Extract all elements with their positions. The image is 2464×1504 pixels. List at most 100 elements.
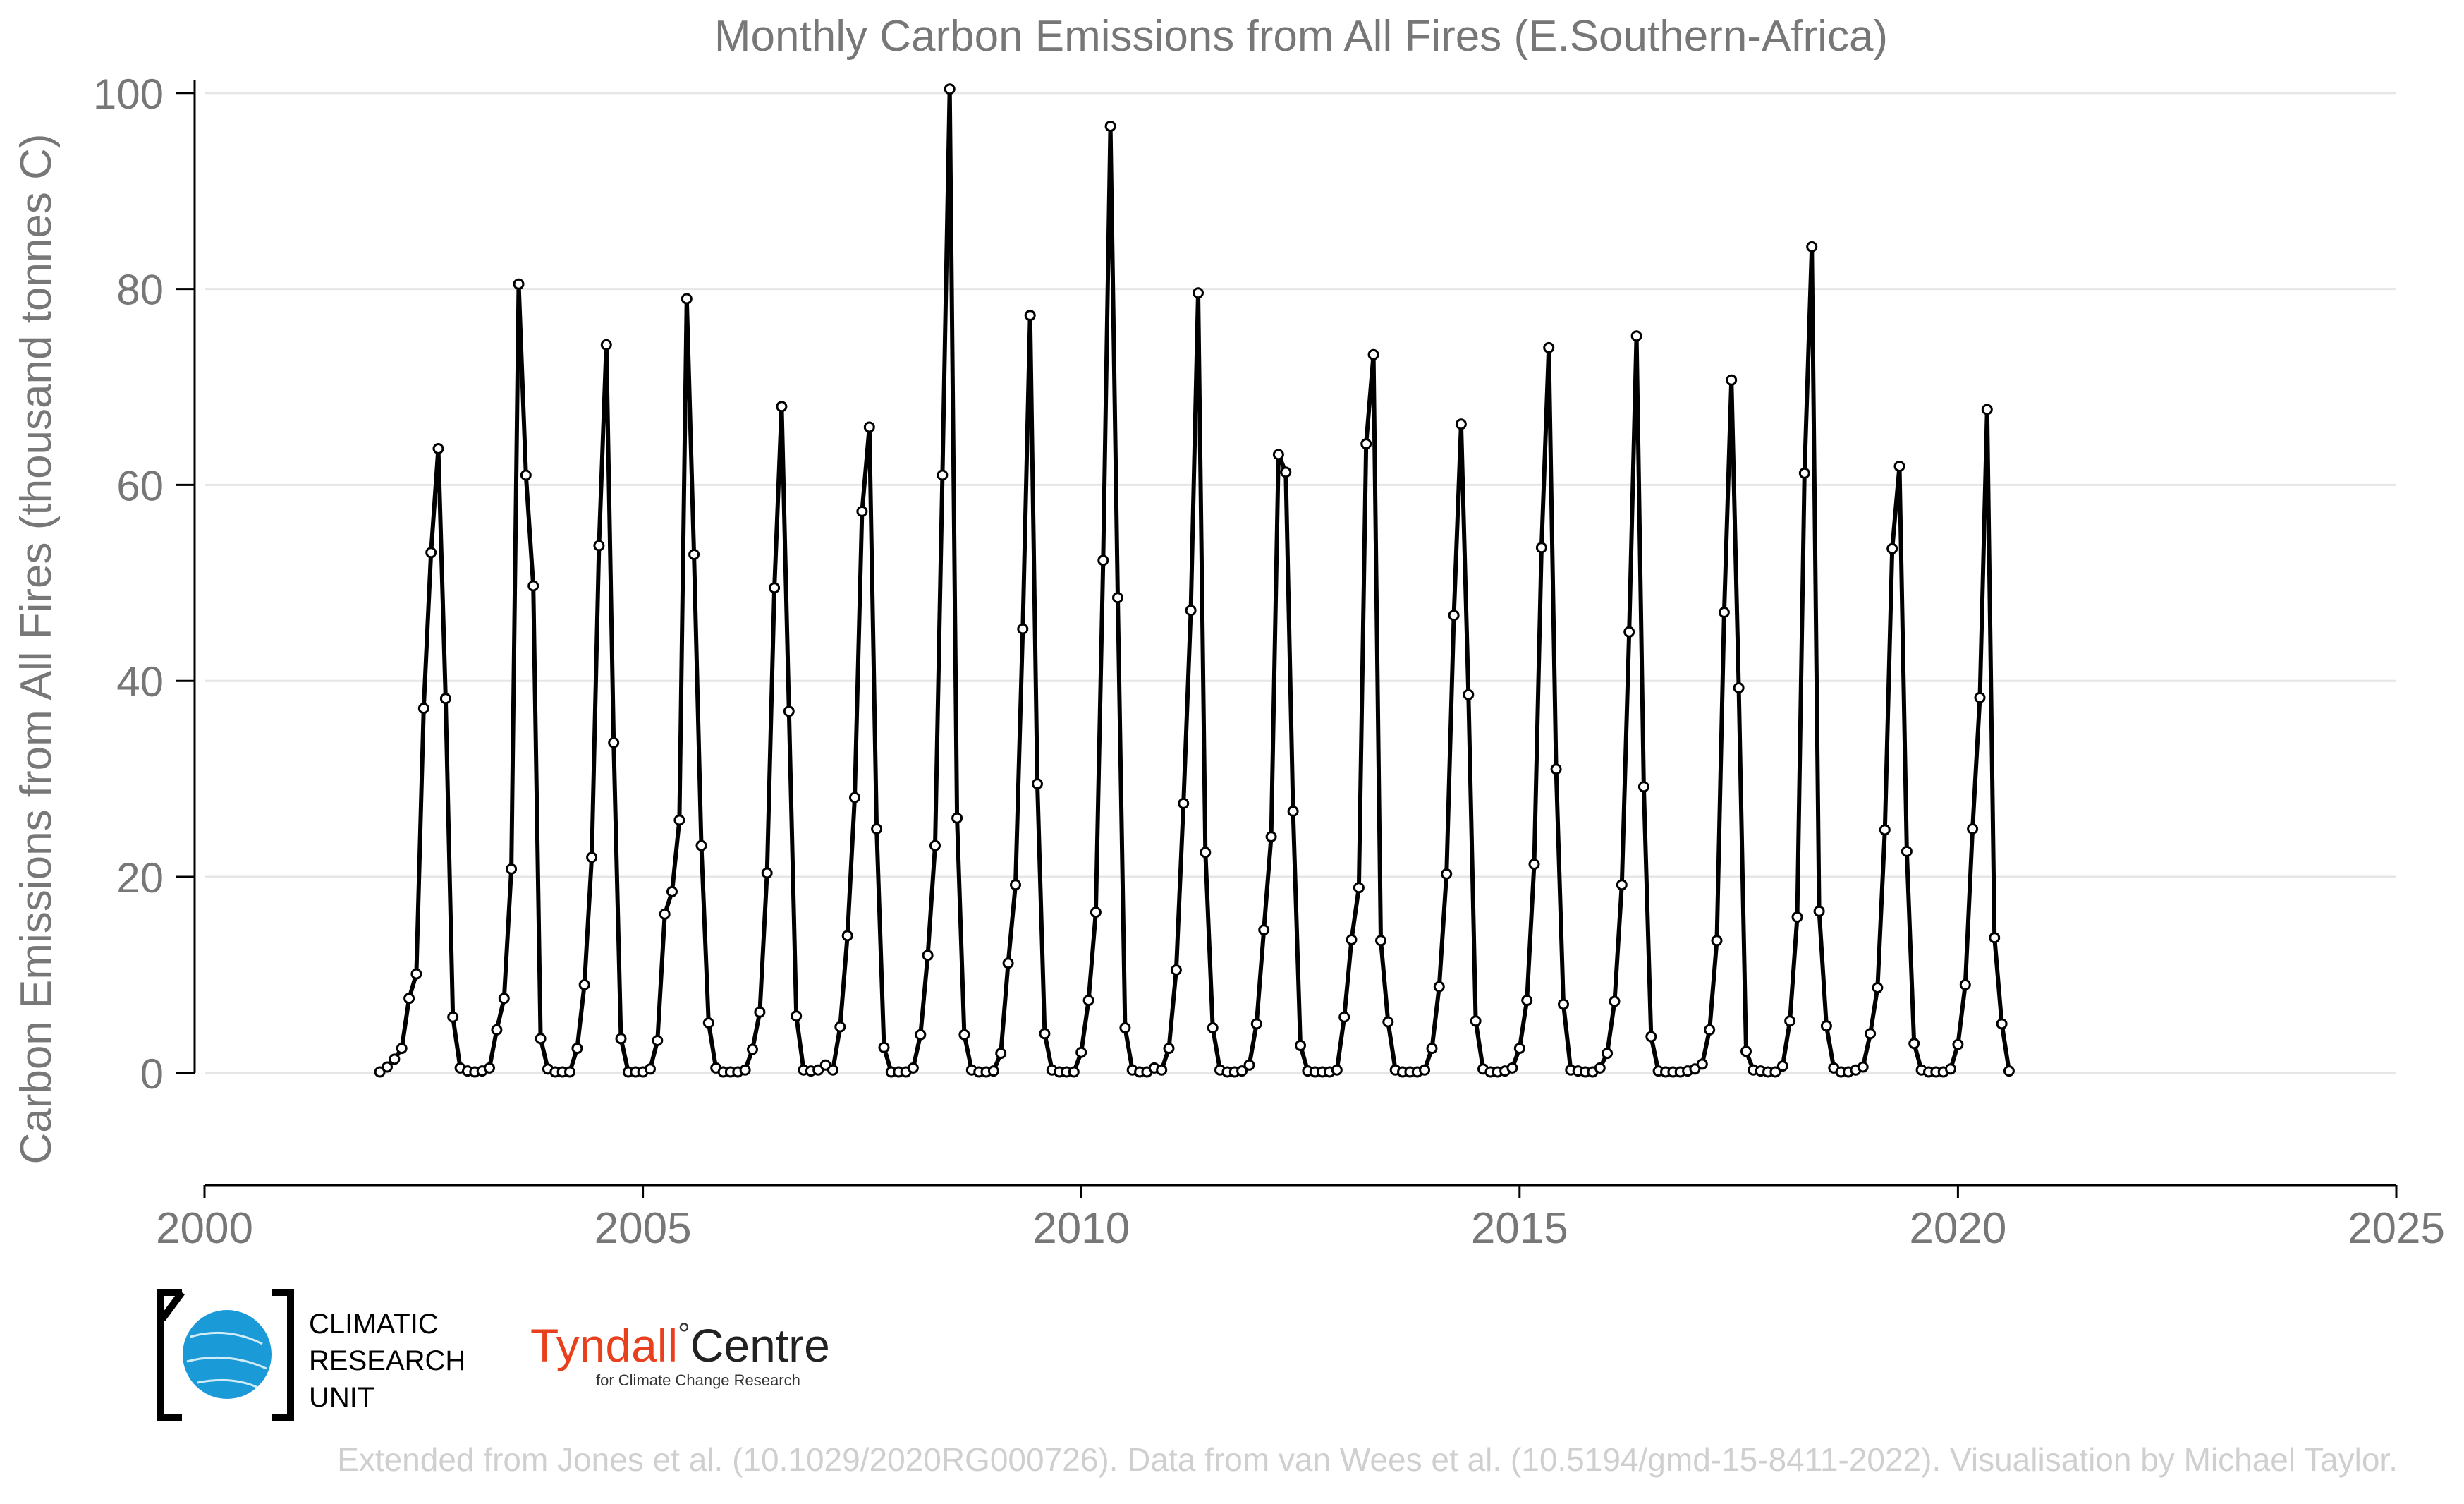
data-point [1280, 466, 1292, 478]
data-point [447, 1011, 459, 1023]
cru-bracket-left [157, 1289, 182, 1421]
data-point [1170, 964, 1182, 976]
data-point [506, 863, 518, 875]
data-point [425, 547, 437, 559]
data-point [783, 705, 795, 717]
data-point [1989, 932, 2001, 944]
data-point [761, 867, 773, 879]
data-point [608, 736, 620, 748]
data-point [615, 1033, 627, 1045]
tyndall-name: Tyndall°Centre [530, 1317, 830, 1371]
y-axis: 0 20 40 60 80 100 [93, 71, 196, 1098]
data-point [403, 993, 415, 1005]
y-tick-label: 80 [116, 267, 164, 314]
data-point [498, 993, 510, 1005]
data-point [1521, 995, 1533, 1007]
data-point [1024, 310, 1036, 322]
data-point [1068, 1066, 1080, 1078]
data-point [1112, 592, 1123, 604]
data-point [1769, 1066, 1781, 1078]
data-point [995, 1048, 1007, 1060]
gridlines [205, 92, 2396, 1074]
data-point [1426, 1043, 1438, 1055]
data-point [1367, 348, 1379, 360]
data-point [1075, 1046, 1087, 1058]
data-point [1375, 935, 1386, 947]
tyndall-subtitle: for Climate Change Research [596, 1371, 800, 1389]
data-point [1630, 330, 1642, 342]
data-point [571, 1043, 583, 1055]
data-point [600, 339, 612, 351]
data-point [1236, 1065, 1248, 1077]
data-point [1981, 404, 1993, 416]
data-point [1791, 911, 1803, 923]
data-point [747, 1043, 758, 1055]
data-point [1558, 998, 1569, 1010]
data-point [1616, 879, 1628, 891]
data-point [673, 814, 685, 826]
cru-bracket-right [272, 1289, 294, 1421]
x-tick-label: 2010 [1032, 1204, 1130, 1253]
data-point [432, 443, 444, 454]
data-point [1441, 868, 1453, 880]
data-point [389, 1053, 401, 1065]
x-tick-label: 2025 [2348, 1204, 2445, 1253]
data-point [2003, 1065, 2015, 1077]
data-point [739, 1064, 751, 1076]
data-point [1287, 806, 1299, 817]
data-point [1419, 1064, 1431, 1076]
data-point [1258, 924, 1270, 936]
data-point [1865, 1028, 1877, 1040]
data-point [1470, 1015, 1482, 1027]
data-point [652, 1035, 664, 1046]
data-point [871, 823, 883, 835]
data-point [791, 1010, 803, 1022]
data-point [915, 1029, 927, 1041]
data-point [1250, 1018, 1262, 1030]
data-point [1645, 1031, 1657, 1043]
data-point [1097, 554, 1109, 566]
data-point [907, 1062, 919, 1074]
data-point [1872, 982, 1884, 993]
data-point [1090, 906, 1102, 918]
chart-title: Monthly Carbon Emissions from All Fires … [714, 12, 1888, 61]
data-point [1776, 1060, 1788, 1072]
data-point [1039, 1028, 1051, 1040]
data-point [1528, 859, 1540, 870]
cru-globe-lines [186, 1331, 267, 1390]
data-point [1272, 449, 1284, 461]
data-point [1974, 691, 1986, 703]
data-point [841, 930, 853, 942]
data-point [645, 1063, 656, 1075]
x-axis: 2000 2005 2010 2015 2020 2025 [156, 1184, 2445, 1253]
tyndall-logo: Tyndall°Centre for Climate Change Resear… [530, 1317, 830, 1389]
data-point [1594, 1062, 1606, 1074]
data-point [878, 1041, 890, 1053]
data-point [1945, 1063, 1956, 1075]
data-point [1463, 689, 1475, 701]
data-point [1382, 1016, 1394, 1028]
data-point [439, 693, 451, 705]
data-point [1032, 778, 1043, 790]
data-point [1295, 1040, 1306, 1051]
data-point [484, 1062, 495, 1074]
data-point [769, 582, 781, 594]
data-point [659, 908, 671, 920]
cru-bracket-slash [159, 1290, 185, 1321]
data-point [1193, 287, 1204, 299]
data-point [937, 469, 949, 481]
data-point [1243, 1059, 1255, 1071]
data-point [1353, 882, 1365, 894]
data-point [929, 839, 941, 851]
data-point [1200, 847, 1212, 859]
data-point [834, 1021, 846, 1033]
data-point [1265, 831, 1277, 843]
cru-line-1: CLIMATIC [309, 1309, 439, 1340]
data-point [1543, 341, 1555, 353]
data-series [374, 83, 2015, 1078]
data-point [1857, 1061, 1869, 1073]
data-point [1893, 461, 1905, 472]
data-point [666, 885, 678, 897]
data-point [1448, 610, 1460, 621]
data-point [374, 1066, 386, 1078]
